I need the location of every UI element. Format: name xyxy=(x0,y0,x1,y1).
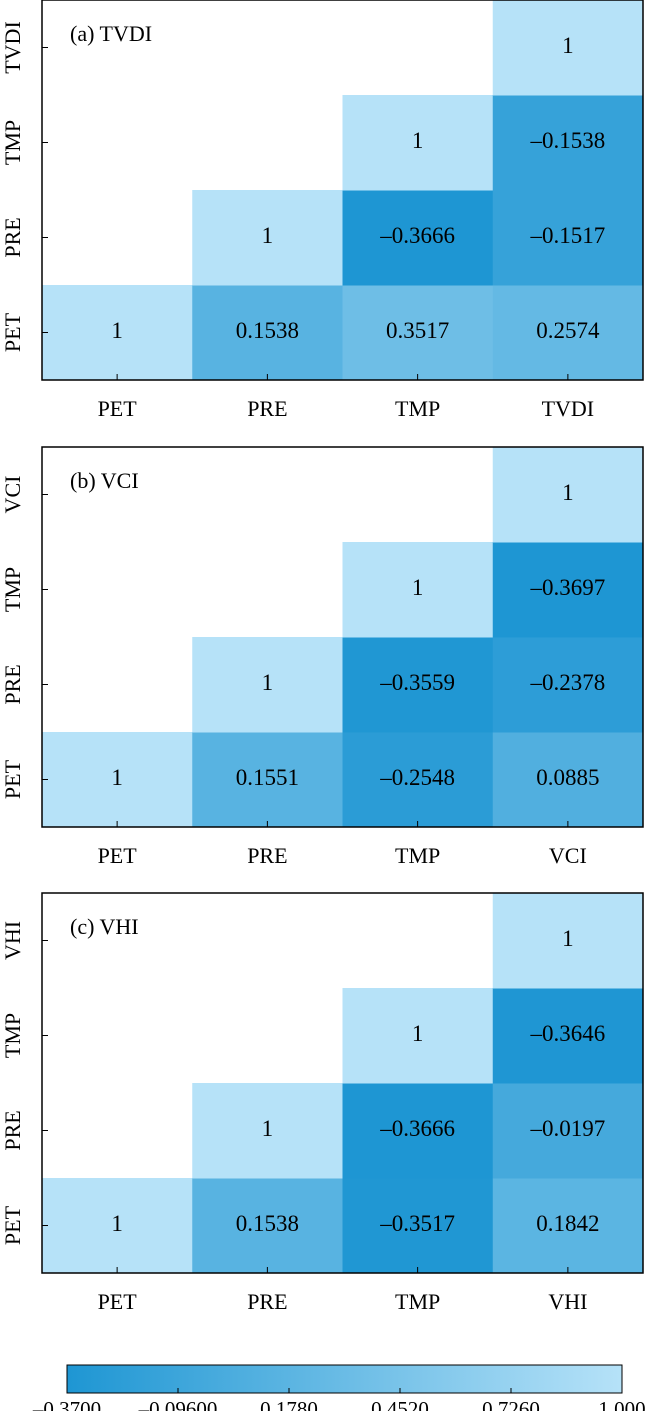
y-tick-label: PRE xyxy=(0,217,25,257)
heatmap-cell xyxy=(42,732,193,828)
cell-label: 0.1538 xyxy=(236,318,299,343)
panel-title: (a) TVDI xyxy=(70,21,152,46)
y-tick-label: PET xyxy=(0,759,25,799)
colorbar-tick-label: –0.3700 xyxy=(32,1397,101,1411)
heatmap-cell xyxy=(342,988,494,1084)
heatmap-cell xyxy=(192,1083,343,1179)
y-tick-label: PRE xyxy=(0,1110,25,1150)
cell-label: 0.2574 xyxy=(536,318,600,343)
cell-label: –0.3646 xyxy=(530,1021,606,1046)
cell-label: 1 xyxy=(412,128,424,153)
x-tick-label: TMP xyxy=(395,843,440,868)
colorbar-tick-label: 0.7260 xyxy=(482,1397,540,1411)
colorbar xyxy=(66,1364,623,1394)
cell-label: 1 xyxy=(412,575,424,600)
heatmap-cell xyxy=(492,893,644,989)
cell-label: 1 xyxy=(262,223,274,248)
cell-label: 1 xyxy=(111,765,123,790)
heatmap-cell xyxy=(42,1178,193,1274)
heatmap-cell xyxy=(192,285,343,381)
cell-label: 0.1551 xyxy=(236,765,299,790)
heatmap-cell xyxy=(342,1083,494,1179)
cell-label: 0.1538 xyxy=(236,1211,299,1236)
cell-label: 1 xyxy=(111,318,123,343)
heatmap-cell xyxy=(492,447,644,543)
x-tick-label: VHI xyxy=(548,1289,587,1314)
y-tick-label: TMP xyxy=(0,1013,25,1058)
colorbar-tick-label: –0.09600 xyxy=(138,1397,218,1411)
heatmap-cell xyxy=(42,285,193,381)
heatmap-cell xyxy=(492,1083,644,1179)
heatmap-cell xyxy=(492,542,644,638)
x-tick-label: PET xyxy=(98,843,138,868)
y-tick-label: TMP xyxy=(0,567,25,612)
cell-label: –0.3517 xyxy=(379,1211,455,1236)
heatmap-cell xyxy=(492,0,644,96)
heatmap-cell xyxy=(492,732,644,828)
heatmap-cell xyxy=(192,190,343,286)
x-tick-label: TMP xyxy=(395,396,440,421)
cell-label: –0.3666 xyxy=(379,223,455,248)
heatmap-cell xyxy=(192,1178,343,1274)
y-tick-label: TVDI xyxy=(0,21,25,74)
heatmap-cell xyxy=(492,95,644,191)
cell-label: –0.3666 xyxy=(379,1116,455,1141)
y-tick-label: PRE xyxy=(0,664,25,704)
cell-label: 0.3517 xyxy=(386,318,449,343)
heatmap-cell xyxy=(492,285,644,381)
y-tick-label: PET xyxy=(0,1205,25,1245)
cell-label: 0.0885 xyxy=(536,765,599,790)
cell-label: 1 xyxy=(562,33,574,58)
heatmap-cell xyxy=(342,542,494,638)
heatmap-cell xyxy=(342,95,494,191)
heatmap-cell xyxy=(192,637,343,733)
heatmap-cell xyxy=(342,285,494,381)
x-tick-label: PRE xyxy=(247,396,287,421)
plot-frame xyxy=(41,0,644,381)
cell-label: –0.1538 xyxy=(530,128,606,153)
cell-label: –0.1517 xyxy=(530,223,606,248)
x-tick-label: TMP xyxy=(395,1289,440,1314)
heatmap-cell xyxy=(492,637,644,733)
panel-title: (b) VCI xyxy=(70,468,139,493)
cell-label: –0.3559 xyxy=(379,670,455,695)
heatmap-cell xyxy=(342,732,494,828)
cell-label: 1 xyxy=(262,1116,274,1141)
heatmap-cell xyxy=(492,988,644,1084)
cell-label: 1 xyxy=(562,480,574,505)
y-tick-label: TMP xyxy=(0,120,25,165)
heatmap-cell xyxy=(342,1178,494,1274)
plot-frame xyxy=(41,892,644,1274)
cell-label: 1 xyxy=(262,670,274,695)
cell-label: –0.2548 xyxy=(379,765,455,790)
heatmap-cell xyxy=(492,1178,644,1274)
cell-label: 1 xyxy=(562,926,574,951)
cell-label: –0.0197 xyxy=(530,1116,606,1141)
cell-label: 1 xyxy=(111,1211,123,1236)
cell-label: –0.3697 xyxy=(530,575,606,600)
colorbar-tick-label: 0.4520 xyxy=(371,1397,429,1411)
heatmap-cell xyxy=(342,637,494,733)
heatmap-cell xyxy=(492,190,644,286)
x-tick-label: TVDI xyxy=(542,396,595,421)
x-tick-label: PRE xyxy=(247,843,287,868)
cell-label: 1 xyxy=(412,1021,424,1046)
y-tick-label: VHI xyxy=(0,921,25,960)
x-tick-label: PET xyxy=(98,1289,138,1314)
x-tick-label: PET xyxy=(98,396,138,421)
panel-title: (c) VHI xyxy=(70,914,139,939)
cell-label: –0.2378 xyxy=(530,670,606,695)
plot-frame xyxy=(41,446,644,828)
colorbar-tick-label: 0.1780 xyxy=(260,1397,318,1411)
colorbar-tick-label: 1.000 xyxy=(598,1397,645,1411)
heatmap-cell xyxy=(192,732,343,828)
x-tick-label: PRE xyxy=(247,1289,287,1314)
y-tick-label: PET xyxy=(0,312,25,352)
x-tick-label: VCI xyxy=(549,843,587,868)
heatmap-cell xyxy=(342,190,494,286)
cell-label: 0.1842 xyxy=(536,1211,599,1236)
y-tick-label: VCI xyxy=(0,476,25,514)
